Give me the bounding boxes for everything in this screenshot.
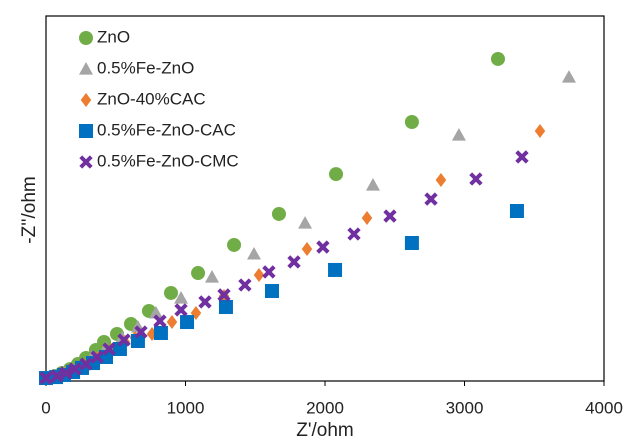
point	[271, 206, 286, 221]
point	[361, 211, 373, 226]
legend-label: ZnO	[97, 27, 130, 46]
point	[515, 150, 529, 164]
point	[153, 314, 167, 328]
point	[316, 240, 330, 254]
x-tick-label: 1000	[167, 398, 205, 417]
point	[246, 246, 261, 260]
legend-marker	[79, 124, 93, 138]
x-axis-title: Z'/ohm	[296, 420, 353, 441]
point	[50, 369, 64, 383]
point	[329, 167, 344, 182]
legend-marker	[79, 155, 93, 169]
point	[253, 268, 265, 283]
point	[238, 278, 252, 292]
legend-marker	[80, 93, 92, 107]
point	[90, 350, 104, 364]
x-tick-label: 4000	[585, 398, 623, 417]
x-tick-label: 0	[41, 398, 50, 417]
point	[59, 366, 73, 380]
point	[217, 288, 231, 302]
point	[198, 295, 212, 309]
point	[365, 178, 380, 191]
point	[130, 333, 145, 348]
point	[287, 255, 301, 269]
point	[435, 172, 447, 187]
point	[102, 342, 116, 356]
legend-marker	[79, 62, 93, 75]
point	[153, 325, 168, 340]
point	[328, 262, 343, 277]
point	[404, 236, 419, 251]
point	[174, 303, 188, 317]
legend-label: ZnO-40%CAC	[97, 89, 206, 108]
point	[174, 291, 189, 304]
point	[534, 123, 546, 138]
legend-marker	[79, 31, 93, 45]
point	[205, 269, 220, 283]
y-axis-title: -Z''/ohm	[19, 176, 40, 243]
point	[68, 362, 82, 376]
point	[264, 284, 279, 299]
point	[166, 315, 178, 330]
legend-label: 0.5%Fe-ZnO-CMC	[97, 151, 239, 170]
point	[404, 114, 419, 129]
legend-label: 0.5%Fe-ZnO-CAC	[97, 120, 236, 139]
point	[163, 285, 178, 300]
point	[347, 227, 361, 241]
point	[383, 209, 397, 223]
point	[191, 266, 206, 281]
point	[180, 315, 195, 330]
point	[509, 203, 524, 218]
x-tick-label: 2000	[306, 398, 344, 417]
point	[451, 128, 466, 141]
point	[424, 192, 438, 206]
point	[134, 325, 148, 339]
point	[298, 216, 313, 229]
legend-label: 0.5%Fe-ZnO	[97, 58, 194, 77]
point	[227, 237, 242, 252]
x-tick-label: 3000	[446, 398, 484, 417]
point	[117, 333, 131, 347]
point	[112, 341, 127, 356]
point	[148, 305, 163, 319]
point	[218, 300, 233, 315]
point	[561, 70, 576, 83]
point	[262, 265, 276, 279]
point	[79, 357, 93, 371]
point	[490, 51, 505, 66]
point	[301, 242, 313, 257]
point	[469, 172, 483, 186]
point	[39, 371, 53, 385]
